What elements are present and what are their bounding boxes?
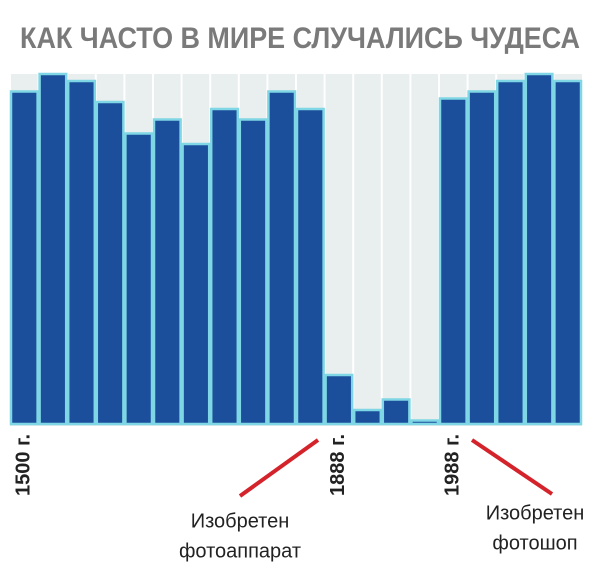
bar	[209, 107, 240, 426]
x-tick-label: 1888 г.	[327, 434, 349, 496]
annotation-text: фотоаппарат	[179, 540, 301, 562]
annotation-line	[470, 438, 554, 496]
x-tick-label: 1988 г.	[442, 434, 464, 496]
bar	[381, 398, 411, 426]
annotation-text: фотошоп	[492, 532, 577, 554]
bar	[410, 419, 440, 426]
bar	[495, 79, 526, 426]
bar	[152, 118, 182, 426]
bar	[295, 107, 325, 426]
bar	[38, 72, 68, 426]
bar	[124, 132, 154, 426]
annotation-line	[238, 438, 320, 498]
annotation-text: Изобретен	[191, 510, 290, 532]
bar	[324, 373, 354, 426]
x-tick-label: 1500 г.	[13, 434, 35, 496]
bar	[238, 118, 268, 426]
bar	[181, 142, 211, 426]
annotation-text: Изобретен	[486, 502, 585, 524]
bar	[267, 90, 297, 426]
bar	[438, 97, 468, 426]
bar	[95, 100, 125, 426]
bar	[553, 79, 583, 426]
bar	[352, 408, 383, 426]
bar	[66, 79, 97, 426]
bar	[524, 72, 554, 426]
bar	[9, 90, 39, 426]
bar	[467, 90, 497, 426]
chart-title: КАК ЧАСТО В МИРЕ СЛУЧАЛИСЬ ЧУДЕСА	[20, 22, 580, 55]
